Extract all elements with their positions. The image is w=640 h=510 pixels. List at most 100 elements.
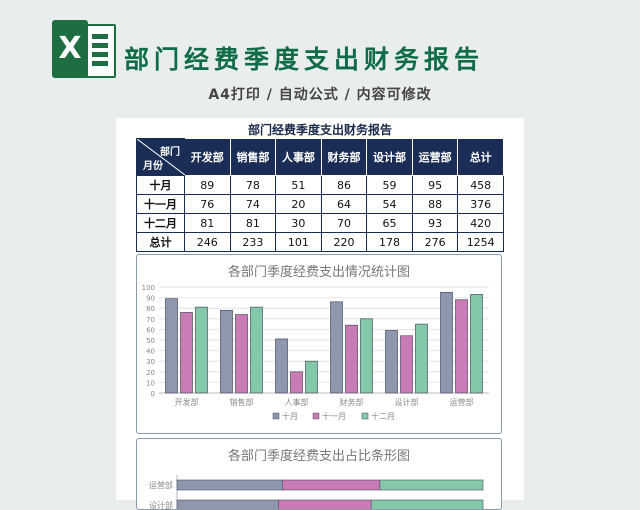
stacked-bar-segment (370, 499, 484, 509)
bar (385, 330, 398, 394)
bar (345, 324, 358, 394)
table-cell: 81 (184, 213, 231, 233)
bar (220, 309, 233, 394)
legend-swatch (272, 412, 280, 420)
table-row: 十月 89 78 51 86 59 95 458 (136, 175, 504, 195)
table-corner-cell: 部门 月份 (136, 138, 185, 176)
table-cell: 88 (411, 194, 459, 214)
table-row: 十二月 81 81 30 70 65 93 420 (136, 213, 504, 233)
banner-subtitle: A4打印 / 自动公式 / 内容可修改 (208, 87, 432, 103)
table-cell: 59 (366, 175, 413, 195)
table-cell: 54 (366, 194, 413, 214)
banner: X 部门经费季度支出财务报告 A4打印 / 自动公式 / 内容可修改 (0, 0, 640, 118)
table-cell: 376 (457, 194, 504, 214)
column-header: 财务部 (320, 138, 368, 176)
y-tick-label: 80 (146, 305, 155, 313)
y-tick-label: 50 (146, 337, 155, 345)
y-tick-label: 0 (151, 390, 155, 398)
y-tick-label: 40 (146, 348, 155, 356)
table-cell: 51 (275, 175, 322, 195)
bar (330, 301, 343, 394)
table-cell: 81 (229, 213, 277, 233)
y-tick-label: 10 (146, 379, 155, 387)
y-tick-label: 20 (146, 369, 155, 377)
column-header: 人事部 (275, 138, 322, 176)
bar (415, 323, 428, 394)
table-cell: 178 (366, 232, 413, 252)
x-tick-label: 销售部 (230, 397, 254, 407)
bar-chart: 0 10 20 30 40 50 60 70 80 90 100 开发部 销售部 人事部 财务部 设计部 运营部… (142, 284, 489, 421)
banner-title: 部门经费季度支出财务报告 (124, 45, 485, 74)
x-tick-label: 开发部 (175, 397, 199, 407)
column-header: 总计 (457, 138, 504, 176)
stacked-bar-segment (282, 479, 381, 491)
bar (275, 338, 288, 394)
table-cell: 93 (411, 213, 459, 233)
corner-diagonal (137, 139, 185, 175)
table-header-row: 部门 月份 开发部 销售部 人事部 财务部 设计部 运营部 总计 (136, 138, 504, 176)
category-label: 运营部 (149, 480, 173, 490)
x-tick-label: 设计部 (395, 397, 419, 407)
table-cell: 89 (184, 175, 231, 195)
category-label: 设计部 (149, 500, 173, 509)
table-cell: 101 (275, 232, 322, 252)
legend-swatch (361, 412, 369, 420)
y-tick-label: 100 (142, 284, 155, 292)
legend-label: 十二月 (371, 411, 395, 421)
bar (470, 294, 483, 394)
bar-chart-title: 各部门季度经费支出情况统计图 (227, 265, 410, 280)
row-header: 十月 (136, 175, 185, 195)
report-sheet: 部门经费季度支出财务报告 部门 月份 开发部 销售部 人事部 财务部 设计部 运… (116, 118, 524, 510)
stacked-bar-segment (379, 479, 484, 491)
table-cell: 70 (320, 213, 368, 233)
x-tick-label: 财务部 (340, 397, 364, 407)
bar (455, 299, 468, 394)
excel-letter: X (52, 20, 88, 78)
stacked-chart-panel: 各部门季度经费支出占比条形图 运营部设计部 (136, 438, 502, 510)
legend-label: 十一月 (322, 411, 346, 421)
bar (195, 306, 208, 394)
legend-label: 十月 (282, 411, 298, 421)
table-cell: 76 (184, 194, 231, 214)
table-cell: 276 (411, 232, 459, 252)
y-tick-label: 90 (146, 295, 155, 303)
row-header: 十二月 (136, 213, 185, 233)
legend-swatch (312, 412, 320, 420)
bar (290, 371, 303, 394)
stacked-bar-segment (176, 479, 283, 491)
excel-icon: X (52, 20, 116, 78)
table-cell: 1254 (457, 232, 504, 252)
table-cell: 220 (320, 232, 368, 252)
bar (400, 335, 413, 394)
row-header: 总计 (136, 232, 185, 252)
y-tick-label: 60 (146, 326, 155, 334)
table-cell: 246 (184, 232, 231, 252)
bar (250, 306, 263, 394)
table-cell: 86 (320, 175, 368, 195)
table-cell: 74 (229, 194, 277, 214)
table-cell: 458 (457, 175, 504, 195)
table-cell: 20 (275, 194, 322, 214)
x-tick-label: 人事部 (285, 397, 309, 407)
bar-chart-panel: 各部门季度经费支出情况统计图 0 10 20 30 40 50 60 70 80 90 100 开发部… (136, 254, 502, 434)
stacked-chart-title: 各部门季度经费支出占比条形图 (227, 449, 410, 464)
column-header: 开发部 (184, 138, 231, 176)
column-header: 设计部 (366, 138, 413, 176)
row-header: 十一月 (136, 194, 185, 214)
y-tick-label: 70 (146, 316, 155, 324)
column-header: 销售部 (229, 138, 277, 176)
table-cell: 233 (229, 232, 277, 252)
bar (165, 298, 178, 394)
corner-label-month: 月份 (143, 161, 163, 172)
table-row: 十一月 76 74 20 64 54 88 376 (136, 194, 504, 214)
table-cell: 95 (411, 175, 459, 195)
table-cell: 78 (229, 175, 277, 195)
x-tick-label: 运营部 (450, 397, 474, 407)
stacked-bar-segment (176, 499, 279, 509)
sheet-title: 部门经费季度支出财务报告 (247, 123, 392, 137)
column-header: 运营部 (411, 138, 459, 176)
table-cell: 64 (320, 194, 368, 214)
stacked-bar-segment (278, 499, 372, 509)
corner-label-dept: 部门 (160, 147, 180, 158)
